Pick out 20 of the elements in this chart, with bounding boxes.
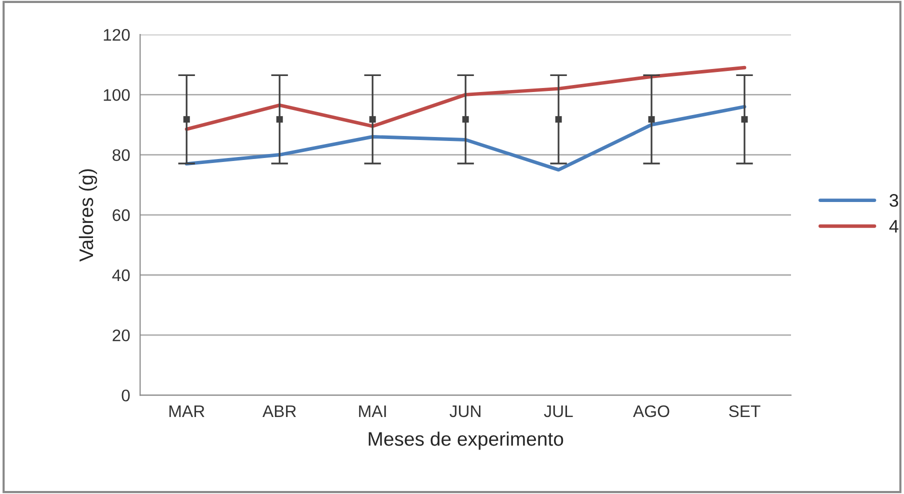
y-tick-label: 100 bbox=[104, 89, 130, 101]
x-tick-label: ABR bbox=[262, 406, 296, 417]
y-tick-label: 80 bbox=[112, 149, 130, 161]
x-tick-label: JUN bbox=[450, 406, 480, 418]
line-series bbox=[184, 104, 746, 172]
x-tick-label: MAI bbox=[359, 406, 386, 417]
legend-label: 4 bbox=[889, 220, 898, 232]
x-tick-label: SET bbox=[729, 405, 760, 418]
y-axis-title: Valores (g) bbox=[78, 169, 98, 262]
y-tick-label: 40 bbox=[112, 269, 130, 282]
x-tick-label: AGO bbox=[633, 405, 670, 418]
x-tick-label: MAR bbox=[169, 406, 204, 417]
x-axis-title: Meses de experimento bbox=[368, 432, 564, 450]
y-tick-label: 60 bbox=[112, 209, 130, 222]
legend-label: 3 bbox=[890, 194, 898, 207]
y-tick-label: 0 bbox=[122, 390, 130, 402]
y-tick-label: 20 bbox=[112, 330, 130, 342]
y-tick-label: 120 bbox=[104, 28, 130, 41]
x-tick-label: JUL bbox=[544, 406, 573, 418]
line-series bbox=[184, 66, 746, 131]
